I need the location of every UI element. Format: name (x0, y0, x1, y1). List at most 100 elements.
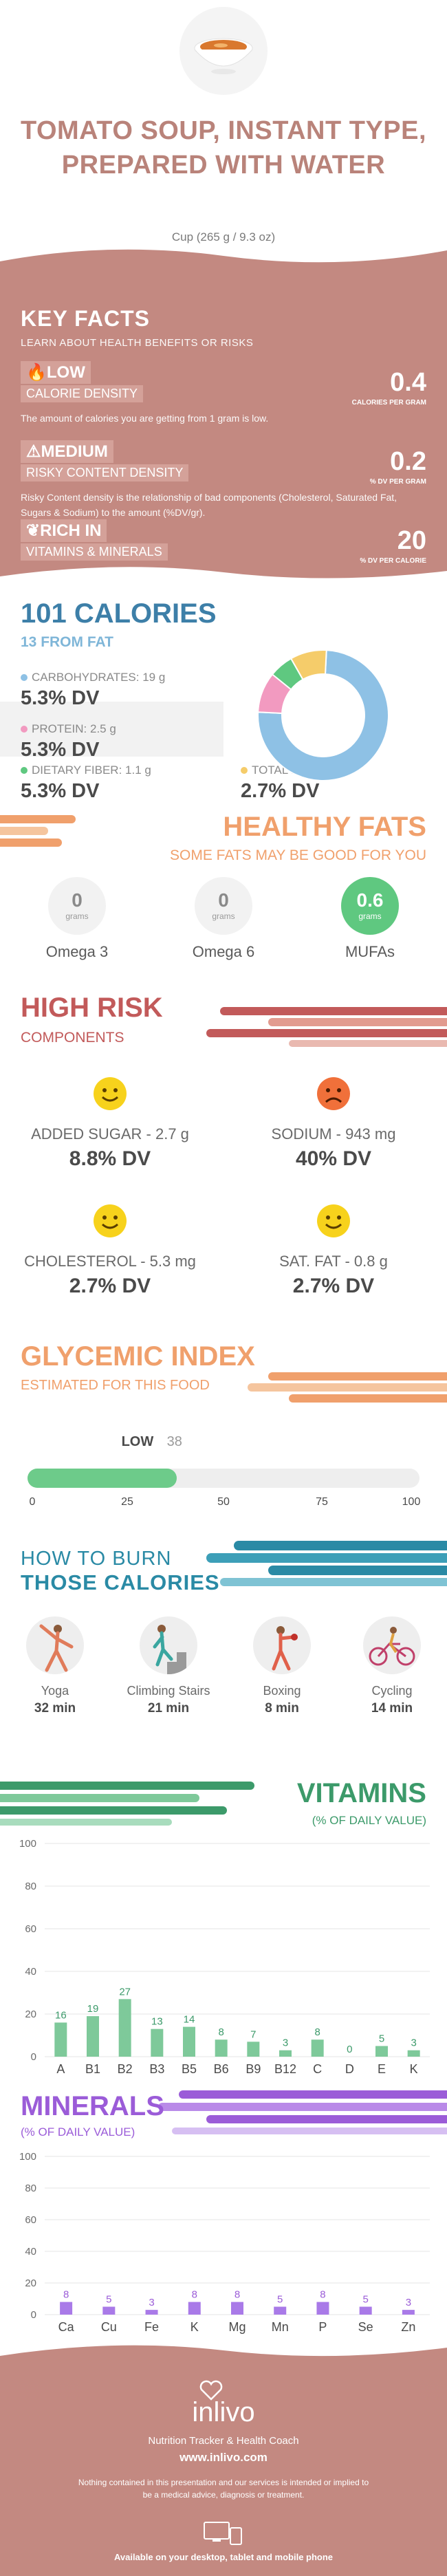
bar (215, 2039, 228, 2057)
vitamins-subtitle: (% OF DAILY VALUE) (312, 1814, 426, 1828)
vitamins-title: VITAMINS (297, 1778, 426, 1809)
bar (119, 1999, 131, 2057)
category-label: C (313, 2062, 322, 2076)
y-tick-label: 20 (25, 2009, 36, 2020)
activity-name: Cycling (340, 1684, 444, 1698)
fact-value: 0.4 (390, 368, 426, 398)
category-label: Ca (58, 2320, 75, 2334)
wave-divider (0, 241, 447, 268)
decorative-stripes (248, 1372, 447, 1414)
burn-title-bold: THOSE CALORIES (21, 1570, 220, 1595)
decorative-stripes (206, 1541, 447, 1596)
fact-level: 🔥LOW (21, 361, 91, 384)
bar (375, 2046, 388, 2057)
bar-value-label: 19 (87, 2003, 99, 2015)
risk-dv: 40% DV (230, 1147, 437, 1171)
category-label: B12 (274, 2062, 296, 2076)
category-label: B9 (246, 2062, 261, 2076)
key-facts-title: KEY FACTS (21, 306, 150, 332)
y-tick-label: 60 (25, 1923, 36, 1935)
carbs-dot-icon (21, 674, 28, 681)
soup-bowl-icon (179, 7, 268, 95)
bar-value-label: 3 (406, 2297, 411, 2308)
bar (408, 2050, 420, 2057)
bar (54, 2022, 67, 2057)
activity-cycling: Cycling 14 min (340, 1616, 444, 1716)
glycemic-subtitle: ESTIMATED FOR THIS FOOD (21, 1378, 210, 1394)
warning-icon: ⚠ (26, 442, 41, 461)
bar-value-label: 8 (192, 2289, 197, 2301)
cycling-icon (363, 1616, 421, 1674)
happy-face-icon (93, 1076, 127, 1111)
wave-divider (0, 2342, 447, 2370)
bar-value-label: 14 (184, 2014, 195, 2026)
burn-calories-section: HOW TO BURN THOSE CALORIES Yoga 32 min C… (0, 1537, 447, 1771)
bar-value-label: 8 (63, 2289, 69, 2301)
fact-calorie-density: 🔥LOW CALORIE DENSITY 0.4 CALORIES PER GR… (21, 361, 426, 426)
glycemic-tick: 25 (113, 1496, 141, 1508)
risk-dv: 8.8% DV (7, 1147, 213, 1171)
bar-value-label: 16 (55, 2009, 67, 2021)
bar (360, 2307, 372, 2315)
footer-disclaimer: Nothing contained in this presentation a… (76, 2476, 371, 2501)
bar (279, 2050, 292, 2057)
glycemic-title: GLYCEMIC INDEX (21, 1341, 255, 1372)
nutrient-dv: 5.3% DV (21, 739, 116, 761)
bar (312, 2039, 324, 2057)
stairs-icon (140, 1616, 197, 1674)
decorative-stripes (0, 1782, 275, 1830)
risk-label: ADDED SUGAR - 2.7 g (7, 1125, 213, 1143)
footer-section: inlivo Nutrition Tracker & Health Coach … (0, 2342, 447, 2576)
risk-cholesterol: CHOLESTEROL - 5.3 mg 2.7% DV (7, 1204, 213, 1298)
fat-value-circle: 0 grams (195, 877, 252, 935)
risk-label: SODIUM - 943 mg (230, 1125, 437, 1143)
category-label: K (410, 2062, 418, 2076)
fat-mufas: 0.6 grams MUFAs (301, 877, 439, 961)
risk-subtitle: COMPONENTS (21, 1030, 124, 1046)
risk-label: SAT. FAT - 0.8 g (230, 1253, 437, 1270)
bar (247, 2042, 259, 2057)
leaf-icon: ❦ (26, 521, 40, 540)
activity-yoga: Yoga 32 min (3, 1616, 107, 1716)
key-facts-section: KEY FACTS LEARN ABOUT HEALTH BENEFITS OR… (0, 268, 447, 564)
bar (183, 2027, 195, 2057)
glycemic-bar (28, 1469, 419, 1488)
glycemic-value: 38 (167, 1434, 182, 1450)
y-tick-label: 0 (31, 2051, 36, 2063)
bar (188, 2302, 201, 2315)
bar (87, 2016, 99, 2057)
decorative-stripes (206, 1004, 447, 1052)
fact-unit: % DV PER CALORIE (360, 557, 426, 565)
y-tick-label: 40 (25, 1966, 36, 1978)
y-tick-label: 60 (25, 2214, 36, 2226)
calories-title: 101 CALORIES (21, 598, 217, 629)
category-label: Cu (101, 2320, 117, 2334)
burn-title: HOW TO BURN (21, 1548, 171, 1570)
fat-omega3: 0 grams Omega 3 (8, 877, 146, 961)
bar-value-label: 7 (250, 2028, 256, 2040)
fact-level: ❦RICH IN (21, 519, 107, 542)
decorative-stripes (158, 2088, 447, 2143)
y-tick-label: 80 (25, 2183, 36, 2194)
fact-value: 20 (397, 526, 426, 556)
y-tick-label: 100 (19, 2151, 36, 2163)
bar-value-label: 5 (106, 2294, 111, 2306)
fact-unit: CALORIES PER GRAM (352, 399, 426, 407)
glycemic-bar-fill (28, 1469, 177, 1488)
bar (102, 2307, 115, 2315)
risk-label: CHOLESTEROL - 5.3 mg (7, 1253, 213, 1270)
glycemic-level: LOW (122, 1434, 154, 1450)
category-label: Fe (144, 2320, 159, 2334)
footer-url-link[interactable]: www.inlivo.com (0, 2451, 447, 2465)
sad-face-icon (316, 1076, 351, 1111)
activity-name: Yoga (3, 1684, 107, 1698)
boxing-icon (253, 1616, 311, 1674)
risk-added-sugar: ADDED SUGAR - 2.7 g 8.8% DV (7, 1076, 213, 1171)
category-label: K (190, 2320, 199, 2334)
bar-value-label: 5 (277, 2294, 283, 2306)
fat-value-circle: 0.6 grams (341, 877, 399, 935)
y-tick-label: 0 (31, 2309, 36, 2321)
fact-level: ⚠MEDIUM (21, 440, 113, 463)
fiber-dot-icon (21, 767, 28, 774)
